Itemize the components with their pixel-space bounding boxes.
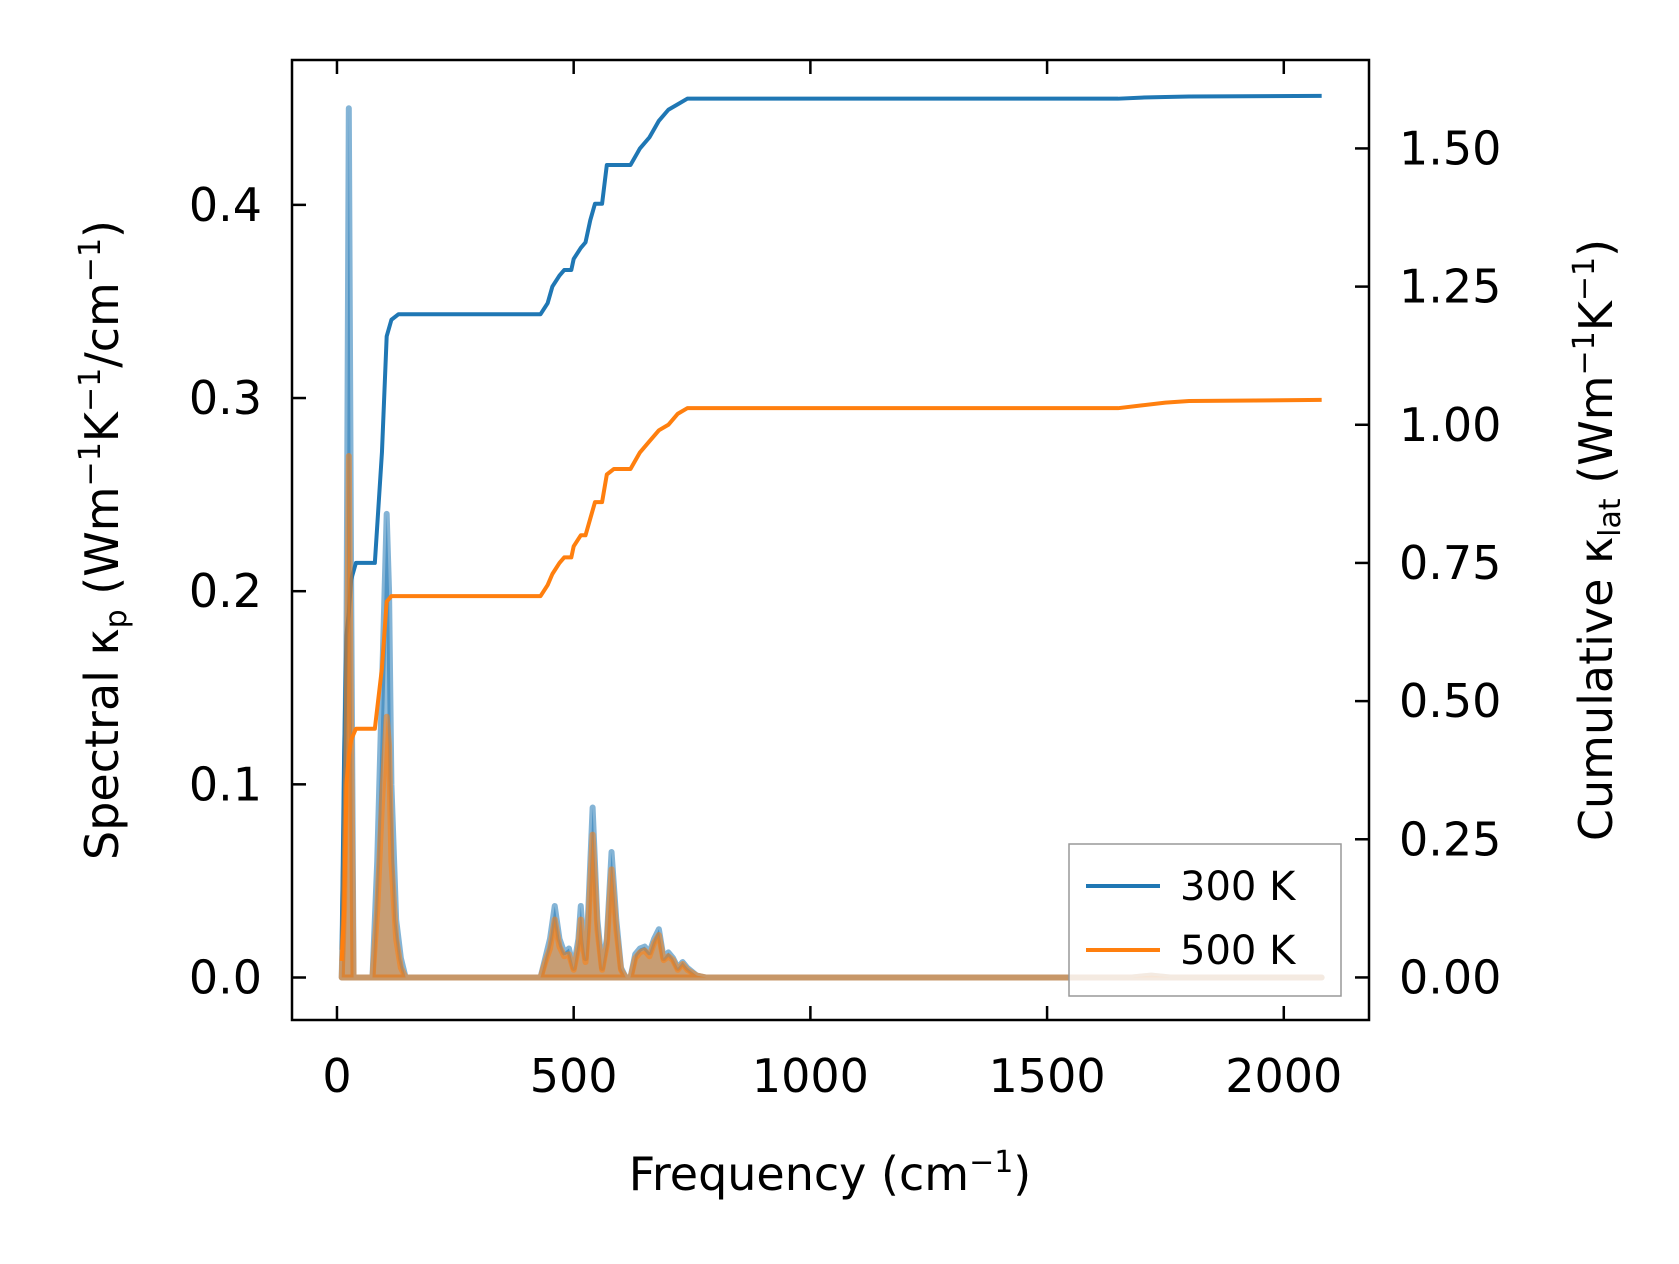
cumulative-line-500k: [339, 397, 1322, 961]
spectral-area-500k: [338, 452, 1325, 981]
x-tick-label: 500: [530, 1049, 618, 1103]
x-tick-label: 0: [322, 1049, 351, 1103]
y-right-tick-label: 1.00: [1399, 398, 1501, 452]
y-left-tick-label: 0.3: [189, 371, 262, 425]
x-tick-label: 1000: [752, 1049, 869, 1103]
y-axis-right-label: Cumulative κlat (Wm−1K−1): [1567, 239, 1628, 841]
x-axis-label: Frequency (cm−1): [629, 1145, 1032, 1201]
x-tick-label: 2000: [1225, 1049, 1342, 1103]
legend: 300 K 500 K: [1068, 843, 1342, 997]
legend-box: [1068, 843, 1342, 997]
legend-label-500k: 500 K: [1180, 928, 1297, 974]
legend-label-300k: 300 K: [1180, 864, 1297, 910]
y-axis-left-label: Spectral κp (Wm−1K−1/cm−1): [73, 220, 134, 860]
y-right-tick-label: 1.50: [1399, 121, 1501, 175]
y-right-tick-label: 1.25: [1399, 260, 1501, 314]
y-right-tick-label: 0.25: [1399, 812, 1501, 866]
y-left-tick-label: 0.1: [189, 757, 262, 811]
y-right-tick-label: 0.75: [1399, 536, 1501, 590]
y-right-tick-label: 0.50: [1399, 674, 1501, 728]
plot-frame: [290, 58, 1371, 1022]
y-right-tick-label: 0.00: [1399, 950, 1501, 1004]
y-left-tick-label: 0.0: [189, 951, 262, 1005]
y-left-tick-label: 0.4: [189, 178, 262, 232]
x-tick-label: 1500: [989, 1049, 1106, 1103]
y-left-tick-label: 0.2: [189, 564, 262, 618]
cumulative-line-300k: [339, 93, 1322, 950]
